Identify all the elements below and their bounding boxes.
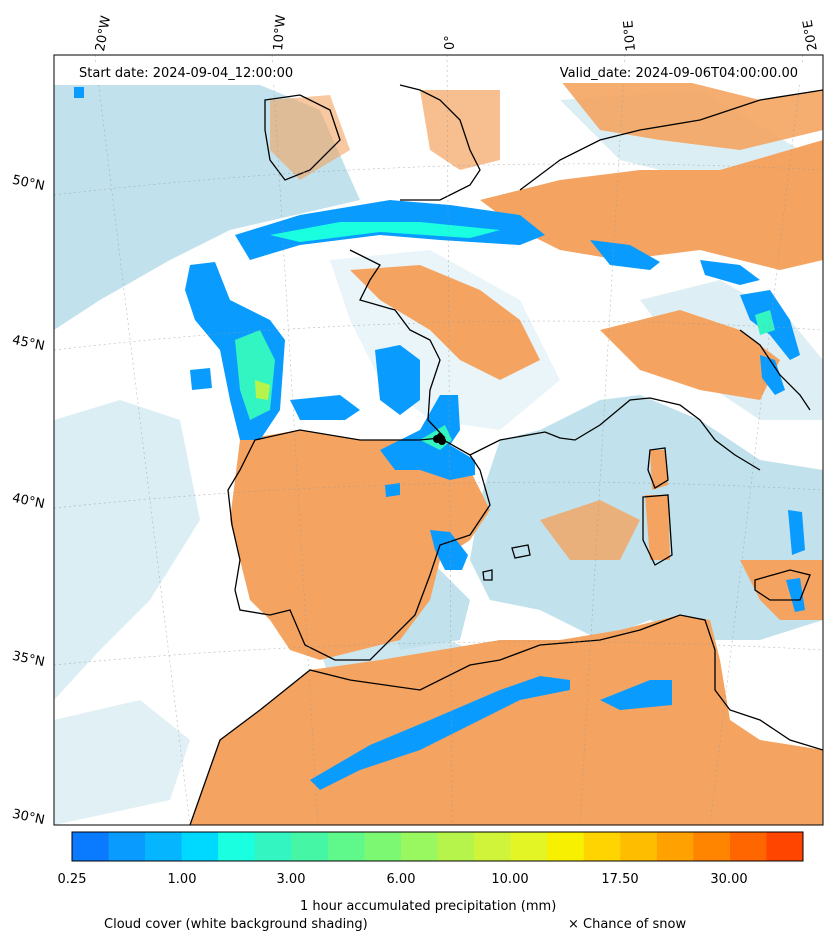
- lon-label: 10°W: [271, 14, 290, 52]
- colorbar-swatch: [510, 832, 548, 861]
- valid-date-label: Valid_date: 2024-09-06T04:00:00.00: [555, 64, 802, 83]
- colorbar-swatch: [766, 832, 804, 861]
- map-frame: [53, 54, 824, 826]
- colorbar-tick: 30.00: [710, 872, 748, 887]
- land-orange: [190, 80, 823, 825]
- colorbar-tick: 3.00: [276, 872, 306, 887]
- colorbar-tick: 17.50: [601, 872, 639, 887]
- colorbar-swatch: [291, 832, 329, 861]
- cloud-legend: Cloud cover (white background shading): [104, 917, 368, 932]
- colorbar-tick: 1.00: [167, 872, 197, 887]
- colorbar-tick: 0.25: [57, 872, 87, 887]
- colorbar-swatch: [693, 832, 731, 861]
- colorbar-swatch: [729, 832, 767, 861]
- colorbar-swatch: [437, 832, 475, 861]
- colorbar-swatch: [181, 832, 219, 861]
- start-date-label: Start date: 2024-09-04_12:00:00: [75, 64, 298, 83]
- colorbar-swatch: [145, 832, 183, 861]
- colorbar-swatch: [474, 832, 512, 861]
- colorbar-swatch: [108, 832, 146, 861]
- colorbar-swatch: [72, 832, 110, 861]
- lon-label: 10°E: [621, 19, 639, 53]
- coastlines: [189, 84, 823, 825]
- colorbar-swatch: [656, 832, 694, 861]
- colorbar-swatch: [327, 832, 365, 861]
- colorbar-title: 1 hour accumulated precipitation (mm): [300, 899, 557, 914]
- precipitation: [74, 87, 805, 790]
- graticule: [54, 55, 823, 825]
- snow-legend: × Chance of snow: [568, 917, 687, 932]
- colorbar-tick: 6.00: [386, 872, 416, 887]
- lon-label: 0°: [443, 35, 458, 50]
- colorbar-border: [71, 831, 804, 862]
- snow-marks: [433, 433, 446, 445]
- colorbar-tick: 10.00: [491, 872, 529, 887]
- colorbar-swatch: [400, 832, 438, 861]
- colorbar-swatch: [583, 832, 621, 861]
- colorbar: [71, 831, 804, 862]
- colorbar-swatch: [218, 832, 256, 861]
- colorbar-swatch: [547, 832, 585, 861]
- colorbar-swatch: [254, 832, 292, 861]
- colorbar-swatch: [364, 832, 402, 861]
- colorbar-swatch: [620, 832, 658, 861]
